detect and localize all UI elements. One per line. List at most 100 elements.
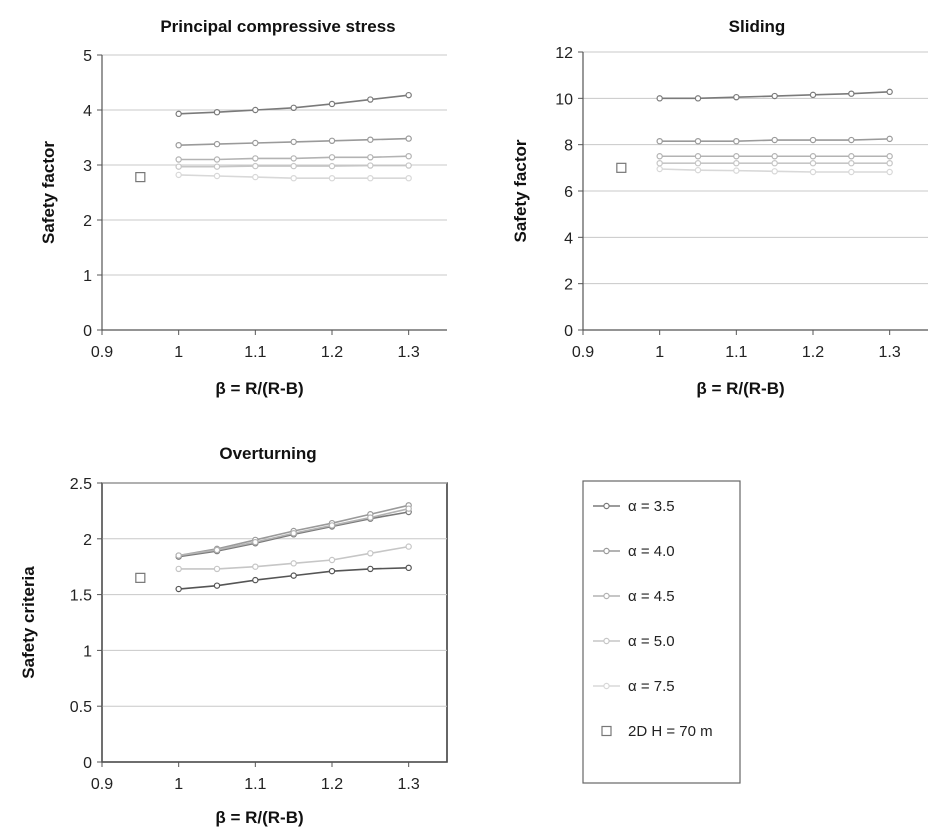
- data-point: [733, 137, 740, 145]
- series-line-0: [178, 94, 409, 115]
- x-tick-label: 1.1: [244, 344, 266, 361]
- data-point: [656, 95, 663, 102]
- data-point: [290, 138, 297, 146]
- y-tick-label: 2: [564, 277, 573, 294]
- data-point: [252, 173, 259, 181]
- data-point: [694, 137, 702, 145]
- legend-label: 2D H = 70 m: [628, 723, 713, 740]
- y-tick-label: 4: [83, 103, 92, 120]
- plot-frame: [101, 482, 448, 763]
- x-tick-label: 1.2: [321, 776, 343, 793]
- x-tick-label: 1: [174, 344, 183, 361]
- legend-label: α = 5.0: [628, 633, 675, 650]
- data-point: [290, 560, 297, 567]
- data-point: [252, 162, 259, 170]
- data-point: [771, 159, 778, 167]
- data-point: [771, 136, 778, 144]
- data-point: [252, 106, 259, 114]
- data-point: [213, 172, 221, 180]
- data-point: [733, 159, 740, 167]
- data-point: [290, 530, 297, 537]
- data-point: [175, 163, 182, 170]
- data-point: [656, 165, 663, 173]
- legend-label: α = 4.0: [628, 543, 675, 560]
- legend-marker: [603, 637, 610, 645]
- y-tick-label: 1: [83, 268, 92, 285]
- data-point: [886, 135, 893, 143]
- data-point: [733, 93, 740, 101]
- data-point: [213, 140, 221, 148]
- data-point: [175, 565, 182, 573]
- data-point: [886, 159, 893, 167]
- y-tick-label: 8: [564, 138, 573, 155]
- y-axis-label: Safety factor: [511, 139, 530, 242]
- x-tick-label: 1.1: [725, 344, 747, 361]
- y-tick-label: 0: [83, 323, 92, 340]
- data-point: [213, 156, 221, 163]
- data-point: [328, 174, 336, 182]
- data-point: [367, 550, 374, 557]
- data-point: [328, 154, 336, 161]
- data-point: [694, 166, 702, 174]
- chart-title: Principal compressive stress: [160, 17, 395, 36]
- data-point: [848, 168, 855, 176]
- data-point: [405, 91, 412, 99]
- data-point: [175, 141, 182, 149]
- x-axis-label: β = R/(R-B): [215, 379, 303, 398]
- data-point: [328, 100, 336, 108]
- data-point: [252, 563, 259, 570]
- data-point: [771, 92, 778, 100]
- data-point: [367, 162, 374, 169]
- data-point: [290, 104, 297, 112]
- data-point: [175, 552, 182, 559]
- x-tick-label: 1: [655, 344, 664, 361]
- data-point: [252, 576, 259, 584]
- data-point: [213, 108, 221, 116]
- reference-point-2d: [135, 572, 146, 583]
- data-point: [848, 153, 855, 160]
- y-tick-label: 0: [83, 755, 92, 772]
- data-point: [656, 153, 663, 160]
- data-point: [328, 567, 336, 575]
- data-point: [252, 155, 259, 162]
- data-point: [367, 136, 374, 143]
- y-tick-label: 2: [83, 213, 92, 230]
- reference-point-2d: [135, 172, 146, 183]
- data-point: [290, 155, 297, 162]
- x-tick-label: 0.9: [91, 344, 113, 361]
- legend-marker: [603, 592, 610, 600]
- data-point: [809, 168, 817, 176]
- legend: α = 3.5 α = 4.0 α = 4.5 α = 5.0 α = 7.5 2D H …: [582, 480, 741, 784]
- data-point: [733, 167, 740, 174]
- x-tick-label: 0.9: [91, 776, 113, 793]
- data-point: [656, 159, 663, 167]
- y-tick-label: 10: [555, 91, 573, 108]
- x-tick-label: 1.3: [398, 776, 420, 793]
- data-point: [367, 514, 374, 521]
- data-point: [252, 538, 259, 546]
- data-point: [848, 136, 855, 144]
- data-point: [405, 162, 412, 169]
- legend-label: α = 3.5: [628, 498, 675, 515]
- data-point: [405, 174, 412, 182]
- data-point: [848, 159, 855, 167]
- data-point: [771, 153, 778, 160]
- data-point: [848, 90, 855, 97]
- data-point: [771, 168, 778, 175]
- data-point: [886, 168, 893, 176]
- data-point: [809, 91, 817, 99]
- chart-title: Overturning: [219, 444, 316, 463]
- y-tick-label: 5: [83, 48, 92, 65]
- x-tick-label: 1.2: [802, 344, 824, 361]
- data-point: [733, 153, 740, 160]
- y-tick-label: 3: [83, 158, 92, 175]
- y-axis-label: Safety criteria: [19, 566, 38, 679]
- chart-1: 0 2 4 6 8 10 12 0.9 1 1.1 1.2 1.3 Sliding β = R/(R-B)…: [511, 17, 928, 398]
- data-point: [367, 174, 374, 182]
- legend-label: α = 7.5: [628, 678, 675, 695]
- x-tick-label: 1.3: [879, 344, 901, 361]
- data-point: [694, 95, 702, 102]
- data-point: [328, 162, 336, 170]
- data-point: [694, 159, 702, 167]
- y-tick-label: 2.5: [70, 476, 92, 493]
